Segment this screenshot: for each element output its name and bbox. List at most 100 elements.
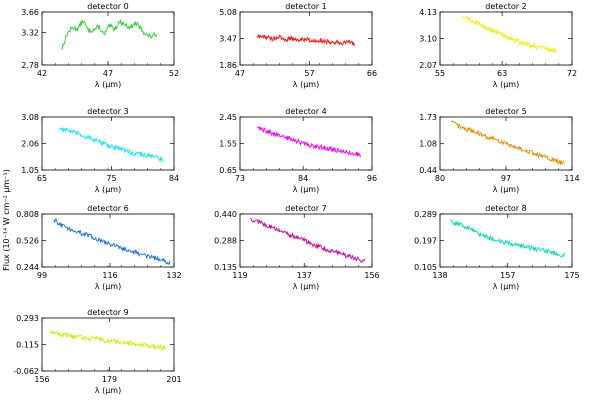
data-point bbox=[492, 239, 495, 241]
x-tick-label: 57 bbox=[304, 69, 314, 78]
panel-detector-8: detector 8 138 157 175 0.105 0.197 0.289 λ (µm) bbox=[414, 204, 580, 291]
data-point bbox=[302, 142, 304, 145]
data-point bbox=[555, 50, 558, 53]
x-tick-label: 65 bbox=[37, 174, 47, 183]
series-line bbox=[257, 126, 361, 158]
series-line bbox=[50, 330, 166, 351]
y-tick-label: 1.73 bbox=[419, 113, 437, 122]
data-point bbox=[460, 224, 462, 226]
panel-detector-9: detector 9 156 179 201 -0.062 0.115 0.293 λ (µm… bbox=[13, 308, 181, 395]
y-tick-label: 5.08 bbox=[219, 8, 237, 17]
data-point bbox=[548, 49, 550, 51]
y-tick-label: 3.08 bbox=[21, 113, 39, 122]
data-point bbox=[450, 220, 452, 222]
panel-title: detector 6 bbox=[87, 204, 128, 213]
x-tick-label: 72 bbox=[567, 69, 577, 78]
data-point bbox=[284, 39, 286, 41]
x-tick-label: 55 bbox=[435, 69, 445, 78]
panel-detector-5: detector 5 80 97 114 0.44 1.08 1.73 λ (µm) bbox=[419, 107, 579, 194]
data-point bbox=[87, 30, 89, 32]
y-tick-label: 3.32 bbox=[21, 28, 39, 37]
data-point bbox=[69, 130, 71, 132]
x-tick-label: 138 bbox=[432, 271, 447, 280]
data-point bbox=[486, 136, 488, 138]
data-point bbox=[119, 21, 121, 23]
x-tick-label: 137 bbox=[297, 271, 312, 280]
data-point bbox=[503, 241, 505, 244]
data-point bbox=[312, 40, 314, 42]
x-axis-label: λ (µm) bbox=[293, 185, 319, 194]
data-point bbox=[303, 239, 305, 241]
x-tick-label: 42 bbox=[37, 69, 47, 78]
x-tick-label: 156 bbox=[34, 375, 49, 384]
panel-detector-7: detector 7 119 137 156 0.135 0.288 0.440 λ (µm) bbox=[214, 204, 380, 291]
data-point bbox=[121, 148, 123, 150]
series-line bbox=[59, 126, 164, 163]
y-tick-label: 0.440 bbox=[214, 210, 237, 219]
data-point bbox=[260, 222, 262, 224]
panel-detector-2: detector 2 55 63 72 2.07 3.10 4.13 λ (µm) bbox=[419, 2, 577, 89]
data-point bbox=[142, 153, 144, 155]
data-point bbox=[156, 33, 158, 35]
series-line bbox=[53, 218, 171, 266]
panel-detector-3: detector 3 65 75 84 1.05 2.06 3.08 λ (µm) bbox=[21, 107, 179, 194]
data-point bbox=[509, 144, 511, 146]
data-point bbox=[256, 36, 258, 38]
data-point bbox=[298, 39, 300, 42]
data-point bbox=[282, 230, 284, 232]
y-tick-label: -0.062 bbox=[13, 367, 39, 376]
data-point bbox=[256, 126, 258, 128]
y-tick-label: 1.08 bbox=[419, 140, 437, 149]
y-tick-label: 0.526 bbox=[16, 237, 39, 246]
data-point bbox=[532, 45, 534, 47]
data-point bbox=[140, 28, 142, 30]
data-point bbox=[73, 335, 75, 337]
x-axis-label: λ (µm) bbox=[95, 185, 121, 194]
panel-title: detector 4 bbox=[285, 107, 326, 116]
data-point bbox=[71, 27, 73, 29]
data-point bbox=[354, 44, 356, 46]
x-tick-label: 84 bbox=[169, 174, 179, 183]
data-point bbox=[333, 40, 335, 42]
data-point bbox=[263, 35, 265, 38]
x-axis-label: λ (µm) bbox=[293, 80, 319, 89]
y-tick-label: 0.135 bbox=[214, 263, 237, 272]
panel-detector-6: detector 6 99 116 132 0.244 0.526 0.808 λ (µm) bbox=[16, 204, 182, 291]
x-tick-label: 201 bbox=[166, 375, 181, 384]
data-point bbox=[514, 243, 516, 245]
data-point bbox=[348, 151, 350, 153]
series-line bbox=[61, 19, 158, 51]
data-point bbox=[555, 160, 558, 162]
data-point bbox=[557, 253, 559, 255]
data-point bbox=[359, 154, 362, 156]
x-tick-label: 179 bbox=[102, 375, 117, 384]
y-tick-label: 0.197 bbox=[414, 237, 437, 246]
data-point bbox=[101, 240, 103, 242]
x-tick-label: 80 bbox=[435, 174, 445, 183]
data-point bbox=[85, 337, 87, 339]
panel-title: detector 2 bbox=[485, 2, 526, 11]
data-point bbox=[98, 25, 100, 28]
data-point bbox=[540, 46, 542, 49]
data-point bbox=[113, 245, 115, 247]
data-point bbox=[89, 235, 91, 237]
x-tick-label: 63 bbox=[497, 69, 507, 78]
x-axis-label: λ (µm) bbox=[493, 282, 519, 291]
data-point bbox=[291, 138, 293, 140]
data-point bbox=[524, 43, 527, 45]
x-tick-label: 132 bbox=[166, 271, 181, 280]
data-point bbox=[124, 24, 126, 26]
x-tick-label: 114 bbox=[564, 174, 579, 183]
panel-title: detector 8 bbox=[485, 204, 526, 213]
data-point bbox=[164, 347, 166, 349]
data-point bbox=[451, 121, 453, 123]
data-point bbox=[509, 37, 511, 39]
x-tick-label: 156 bbox=[364, 271, 379, 280]
data-point bbox=[337, 150, 339, 152]
y-tick-label: 1.55 bbox=[219, 140, 237, 149]
data-point bbox=[364, 260, 366, 262]
y-tick-label: 2.45 bbox=[219, 113, 237, 122]
data-point bbox=[100, 142, 102, 144]
panel-title: detector 0 bbox=[87, 2, 128, 11]
plot-frame bbox=[41, 317, 175, 372]
